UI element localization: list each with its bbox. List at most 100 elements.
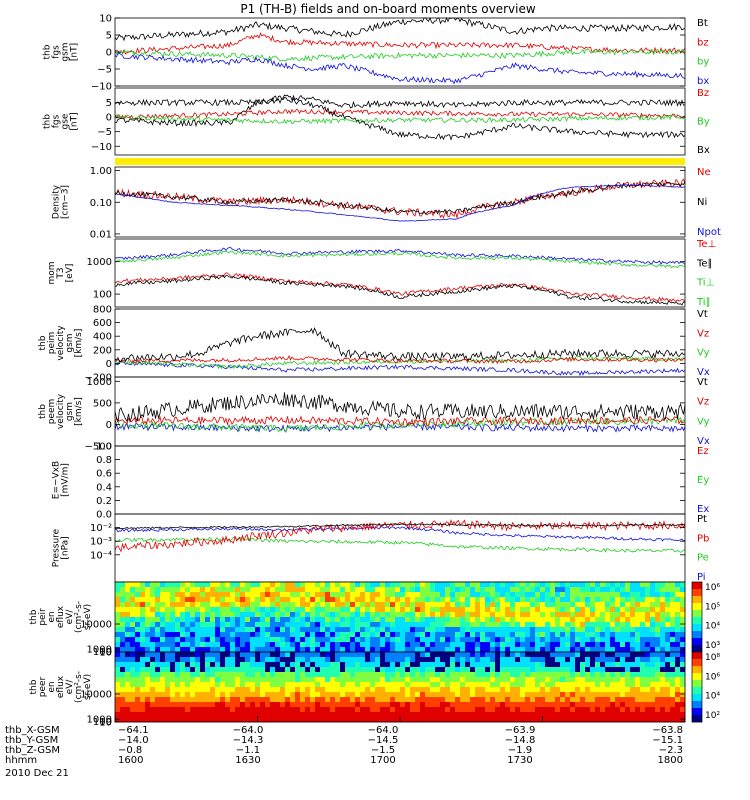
spectrogram-cell	[600, 642, 606, 648]
spectrogram-cell	[570, 622, 576, 628]
spectrogram-cell	[155, 672, 161, 678]
spectrogram-cell	[540, 662, 546, 668]
spectrogram-cell	[590, 697, 596, 703]
spectrogram-cell	[585, 647, 591, 653]
spectrogram-cell	[585, 622, 591, 628]
spectrogram-cell	[400, 707, 406, 713]
spectrogram-cell	[395, 602, 401, 608]
spectrogram-cell	[200, 707, 206, 713]
spectrogram-cell	[440, 692, 446, 698]
spectrogram-cell	[555, 627, 561, 633]
spectrogram-cell	[240, 662, 246, 668]
spectrogram-cell	[260, 642, 266, 648]
spectrogram-cell	[610, 592, 616, 598]
spectrogram-cell	[190, 657, 196, 663]
spectrogram-cell	[640, 717, 646, 723]
spectrogram-cell	[540, 617, 546, 623]
spectrogram-cell	[285, 697, 291, 703]
spectrogram-cell	[175, 627, 181, 633]
spectrogram-cell	[475, 617, 481, 623]
spectrogram-cell	[605, 667, 611, 673]
spectrogram-cell	[665, 692, 671, 698]
spectrogram-cell	[120, 707, 126, 713]
y-axis-label-line: thb	[38, 404, 48, 419]
spectrogram-cell	[505, 647, 511, 653]
spectrogram-cell	[400, 667, 406, 673]
spectrogram-cell	[280, 667, 286, 673]
spectrogram-cell	[410, 672, 416, 678]
spectrogram-cell	[270, 632, 276, 638]
spectrogram-cell	[600, 622, 606, 628]
spectrogram-cell	[545, 582, 551, 588]
spectrogram-cell	[280, 652, 286, 658]
spectrogram-cell	[505, 637, 511, 643]
spectrogram-cell	[300, 582, 306, 588]
spectrogram-cell	[400, 712, 406, 718]
spectrogram-cell	[275, 587, 281, 593]
spectrogram-cell	[410, 612, 416, 618]
spectrogram-cell	[155, 612, 161, 618]
spectrogram-cell	[120, 627, 126, 633]
spectrogram-cell	[225, 712, 231, 718]
spectrogram-cell	[465, 707, 471, 713]
spectrogram-cell	[245, 632, 251, 638]
spectrogram-cell	[185, 597, 191, 603]
spectrogram-cell	[490, 712, 496, 718]
spectrogram-cell	[560, 717, 566, 723]
spectrogram-cell	[300, 682, 306, 688]
spectrogram-cell	[535, 622, 541, 628]
spectrogram-cell	[615, 717, 621, 723]
spectrogram-cell	[660, 627, 666, 633]
spectrogram-cell	[295, 692, 301, 698]
spectrogram-cell	[330, 677, 336, 683]
spectrogram-cell	[615, 657, 621, 663]
spectrogram-cell	[440, 657, 446, 663]
spectrogram-cell	[575, 677, 581, 683]
spectrogram-cell	[395, 652, 401, 658]
spectrogram-cell	[480, 652, 486, 658]
time-axis-value: −2.3	[659, 745, 683, 756]
spectrogram-cell	[575, 602, 581, 608]
spectrogram-cell	[225, 667, 231, 673]
spectrogram-cell	[295, 642, 301, 648]
spectrogram-cell	[505, 667, 511, 673]
spectrogram-cell	[570, 617, 576, 623]
spectrogram-cell	[175, 617, 181, 623]
y-tick-label: 1000	[87, 377, 112, 388]
spectrogram-cell	[630, 587, 636, 593]
spectrogram-cell	[480, 617, 486, 623]
spectrogram-cell	[285, 647, 291, 653]
spectrogram-cell	[335, 592, 341, 598]
spectrogram-cell	[375, 637, 381, 643]
spectrogram-cell	[275, 627, 281, 633]
spectrogram-cell	[610, 712, 616, 718]
spectrogram-cell	[345, 652, 351, 658]
spectrogram-cell	[425, 707, 431, 713]
spectrogram-cell	[240, 692, 246, 698]
spectrogram-cell	[235, 657, 241, 663]
spectrogram-cell	[485, 712, 491, 718]
spectrogram-cell	[270, 587, 276, 593]
spectrogram-cell	[675, 672, 681, 678]
spectrogram-cell	[580, 597, 586, 603]
spectrogram-cell	[585, 592, 591, 598]
spectrogram-cell	[445, 662, 451, 668]
spectrogram-cell	[135, 662, 141, 668]
spectrogram-cell	[660, 642, 666, 648]
spectrogram-cell	[140, 652, 146, 658]
spectrogram-cell	[480, 682, 486, 688]
spectrogram-cell	[135, 637, 141, 643]
spectrogram-cell	[235, 667, 241, 673]
spectrogram-cell	[165, 687, 171, 693]
spectrogram-cell	[355, 672, 361, 678]
spectrogram-cell	[615, 687, 621, 693]
spectrogram-cell	[590, 617, 596, 623]
spectrogram-cell	[455, 662, 461, 668]
spectrogram-cell	[480, 612, 486, 618]
spectrogram-cell	[540, 707, 546, 713]
spectrogram-cell	[575, 617, 581, 623]
spectrogram-cell	[380, 667, 386, 673]
spectrogram-cell	[475, 602, 481, 608]
spectrogram-cell	[570, 667, 576, 673]
